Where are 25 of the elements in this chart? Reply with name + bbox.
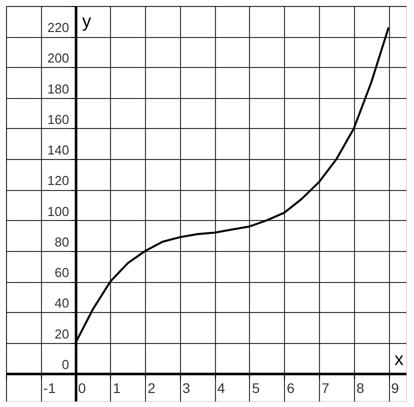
- y-tick-label: 40: [54, 296, 70, 311]
- y-tick-label: 220: [47, 20, 70, 36]
- x-tick-label: 2: [148, 380, 156, 396]
- x-tick-label: 0: [78, 380, 86, 396]
- y-tick-label: 140: [47, 142, 70, 158]
- x-tick-label: -1: [43, 380, 56, 396]
- x-tick-label: 5: [252, 380, 260, 396]
- y-tick-label: 180: [47, 81, 70, 96]
- y-tick-label: 0: [62, 356, 70, 372]
- x-tick-label: 6: [286, 380, 295, 396]
- y-tick-label: 80: [54, 234, 70, 250]
- y-tick-label: 20: [54, 326, 70, 342]
- x-tick-label: 1: [112, 380, 121, 396]
- x-tick-label: 4: [217, 380, 226, 396]
- y-tick-label: 200: [47, 50, 70, 66]
- x-tick-label: 7: [322, 380, 330, 396]
- y-tick-label: 160: [47, 112, 70, 127]
- y-tick-label: 60: [54, 265, 70, 280]
- y-axis-title: y: [82, 10, 92, 31]
- x-tick-label: 8: [356, 380, 364, 396]
- x-tick-label: 9: [391, 380, 400, 396]
- x-axis-title: x: [394, 348, 404, 369]
- x-tick-label: 3: [182, 380, 190, 396]
- y-tick-label: 100: [47, 204, 70, 219]
- y-tick-label: 120: [47, 173, 70, 188]
